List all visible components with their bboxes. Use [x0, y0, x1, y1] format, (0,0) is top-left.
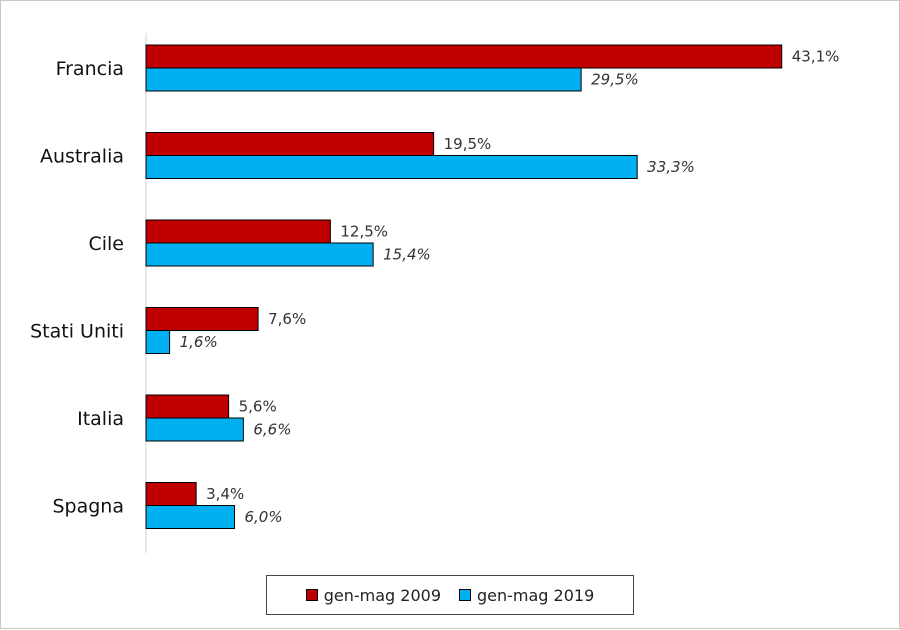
legend-label-2019: gen-mag 2019	[477, 585, 595, 605]
legend-swatch-2019	[459, 589, 471, 601]
legend-item-2019: gen-mag 2019	[459, 586, 594, 605]
category-label-francia: Francia	[56, 58, 124, 80]
value-label-italia-2019: 6,6%	[253, 421, 291, 439]
bar-australia-2009	[145, 132, 435, 156]
bar-francia-2009	[145, 44, 783, 69]
value-label-francia-2009: 43,1%	[792, 48, 840, 66]
category-label-cile: Cile	[88, 233, 124, 255]
bar-francia-2019	[145, 67, 582, 92]
category-label-stati-uniti: Stati Uniti	[30, 321, 124, 343]
legend-swatch-2009	[305, 589, 318, 601]
value-label-spagna-2019: 6,0%	[245, 508, 283, 526]
value-labels: 43,1% 29,5% 19,5% 33,3% 12,5% 15,4% 7,6% 1,6% 5,…	[180, 48, 840, 527]
category-labels: Francia Australia Cile Stati Uniti Italia Spa…	[30, 58, 124, 518]
legend-item-2009: gen-mag 2009	[305, 585, 441, 605]
category-label-australia: Australia	[40, 146, 124, 168]
bars	[145, 44, 783, 529]
value-label-stati-uniti-2009: 7,6%	[268, 310, 306, 328]
bar-italia-2009	[145, 394, 230, 419]
bar-stati-uniti-2009	[145, 307, 259, 331]
bar-spagna-2019	[145, 505, 235, 529]
bar-cile-2019	[145, 242, 374, 267]
bar-italia-2019	[145, 417, 244, 442]
bar-stati-uniti-2019	[145, 330, 171, 354]
value-label-stati-uniti-2019: 1,6%	[180, 333, 218, 351]
category-label-spagna: Spagna	[52, 496, 124, 518]
bar-cile-2009	[145, 219, 331, 244]
category-label-italia: Italia	[77, 408, 124, 430]
value-label-spagna-2009: 3,4%	[206, 485, 244, 503]
value-label-cile-2019: 15,4%	[383, 246, 431, 264]
bar-australia-2019	[145, 155, 638, 179]
value-label-francia-2019: 29,5%	[591, 71, 639, 89]
value-label-australia-2009: 19,5%	[444, 135, 492, 153]
value-label-australia-2019: 33,3%	[647, 158, 695, 176]
bar-spagna-2009	[145, 482, 197, 506]
legend: gen-mag 2009 gen-mag 2019	[266, 575, 634, 615]
value-label-italia-2009: 5,6%	[239, 398, 277, 416]
value-label-cile-2009: 12,5%	[340, 223, 388, 241]
legend-label-2009: gen-mag 2009	[323, 585, 441, 605]
